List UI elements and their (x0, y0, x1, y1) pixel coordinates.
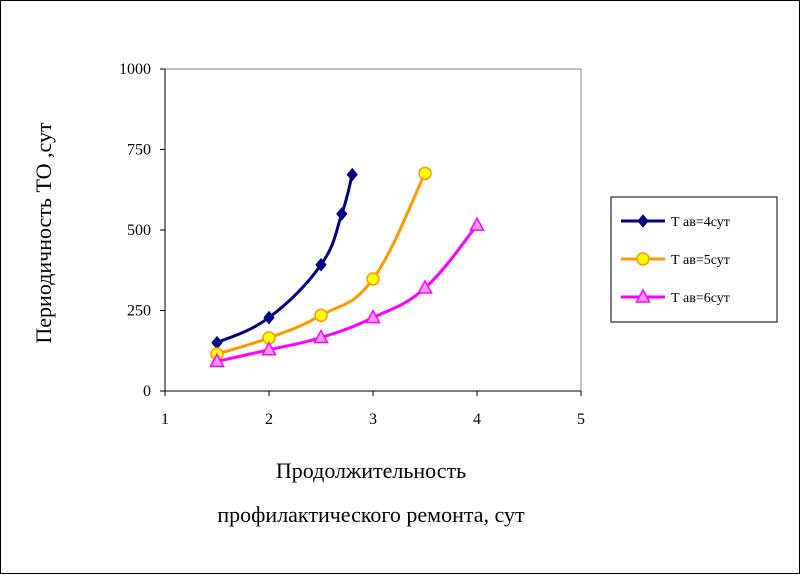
legend-label: Т ав=6сут (671, 291, 730, 306)
series-line (216, 172, 427, 356)
tick-labels: 0 250 500 750 1000 1 2 3 4 5 (119, 61, 585, 428)
data-point (336, 207, 348, 221)
series-lines (209, 166, 485, 368)
x-tick-label: 5 (577, 411, 585, 428)
x-tick-label: 1 (161, 411, 169, 428)
data-point (263, 310, 275, 325)
data-point (417, 279, 433, 294)
y-tick-label: 1000 (119, 61, 151, 78)
data-point (418, 166, 432, 181)
x-tick-label: 2 (265, 411, 273, 428)
data-point (346, 167, 358, 182)
legend-swatch-marker (636, 252, 650, 266)
series-2 (210, 166, 432, 361)
data-point (261, 341, 277, 356)
y-tick-label: 750 (127, 142, 151, 159)
x-tick-label: 3 (369, 411, 377, 428)
legend-swatch-marker (637, 214, 649, 228)
data-point (365, 309, 381, 324)
x-axis-title-line-2: профилактического ремонта, сут (217, 502, 525, 527)
x-axis-title-line-1: Продолжительность (276, 458, 466, 483)
data-point (315, 257, 327, 272)
y-axis-title: Периодичность ТО ,сут (31, 122, 56, 344)
series-3 (209, 216, 485, 368)
y-tick-label: 500 (127, 222, 151, 239)
axes (160, 68, 582, 396)
legend-item: Т ав=6сут (621, 288, 730, 306)
y-tick-label: 0 (143, 383, 151, 400)
legend-item: Т ав=4сут (621, 214, 730, 230)
data-point (314, 308, 328, 323)
data-point (469, 216, 485, 231)
plot-area (164, 68, 582, 392)
legend-label: Т ав=4сут (671, 215, 730, 230)
series-1 (211, 167, 358, 350)
legend: Т ав=4сут Т ав=5сут Т ав=6сут (610, 196, 778, 323)
x-tick-label: 4 (473, 411, 481, 428)
data-point (366, 272, 380, 286)
legend-item: Т ав=5сут (621, 252, 730, 268)
data-point (313, 328, 329, 344)
y-tick-label: 250 (127, 303, 151, 320)
legend-swatch-marker (635, 288, 651, 303)
data-point (209, 352, 225, 368)
legend-label: Т ав=5сут (671, 253, 730, 268)
